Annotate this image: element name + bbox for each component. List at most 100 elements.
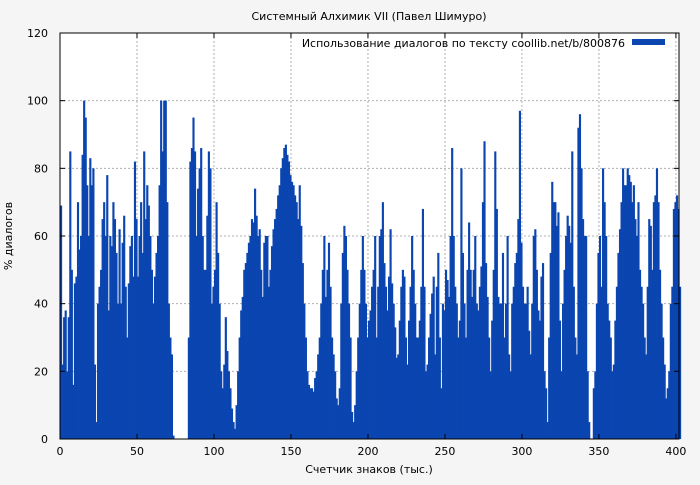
bar xyxy=(449,236,452,439)
bar xyxy=(383,263,386,439)
bar xyxy=(648,219,651,439)
bar xyxy=(474,236,477,439)
bar xyxy=(303,303,306,439)
bar xyxy=(206,215,209,439)
bar xyxy=(284,144,287,439)
x-tick-label: 200 xyxy=(357,445,378,458)
bar xyxy=(351,411,354,439)
bar xyxy=(395,357,398,439)
bar xyxy=(232,422,235,439)
bar xyxy=(192,117,195,439)
bar xyxy=(304,337,307,439)
bar xyxy=(477,310,480,439)
bar xyxy=(334,371,337,439)
bar xyxy=(110,246,113,439)
y-tick-label: 100 xyxy=(27,95,48,108)
bar xyxy=(197,188,200,439)
bar xyxy=(480,266,483,439)
bar xyxy=(229,388,232,439)
bar xyxy=(668,371,671,439)
bar xyxy=(153,276,157,439)
bar xyxy=(497,296,500,439)
bar xyxy=(87,236,90,439)
bar xyxy=(250,219,254,439)
x-tick-label: 250 xyxy=(434,445,455,458)
bar xyxy=(518,110,522,440)
bar xyxy=(317,354,320,439)
bar xyxy=(300,225,303,439)
bar xyxy=(136,276,140,439)
bar xyxy=(146,185,149,439)
bar xyxy=(104,236,107,439)
bar xyxy=(307,384,311,439)
bar xyxy=(263,242,266,439)
bar xyxy=(238,337,241,439)
bar xyxy=(571,151,574,439)
bar xyxy=(189,161,192,440)
bar xyxy=(432,276,435,439)
legend-label: Использование диалогов по тексту coollib… xyxy=(302,37,625,50)
bar xyxy=(326,269,329,439)
x-tick-label: 100 xyxy=(203,445,224,458)
bar xyxy=(603,202,606,439)
chart-title: Системный Алхимик VII (Павел Шимуро) xyxy=(252,10,487,23)
bar xyxy=(312,391,315,439)
bar xyxy=(471,296,474,439)
bar xyxy=(90,185,93,439)
y-tick-label: 0 xyxy=(41,433,48,446)
bar xyxy=(249,236,252,439)
bar xyxy=(434,354,437,439)
bar xyxy=(281,158,284,439)
bar xyxy=(343,225,346,439)
bar xyxy=(500,303,503,439)
bar xyxy=(243,269,246,439)
bar xyxy=(66,371,69,439)
bar xyxy=(283,148,286,440)
bar xyxy=(529,354,532,439)
bar xyxy=(318,337,321,439)
bar xyxy=(230,408,234,439)
bar xyxy=(407,320,411,439)
bar xyxy=(260,269,263,439)
bar xyxy=(531,303,534,439)
bar xyxy=(220,371,223,439)
bar xyxy=(107,310,110,439)
bar xyxy=(113,219,117,439)
bar xyxy=(400,286,403,439)
bar xyxy=(346,269,349,439)
bar xyxy=(577,127,580,439)
bar xyxy=(81,154,84,440)
bar xyxy=(361,236,364,439)
x-axis-label: Счетчик знаков (тыс.) xyxy=(305,463,433,476)
bar xyxy=(406,364,409,439)
bar xyxy=(532,236,535,439)
bar xyxy=(227,371,230,439)
bar xyxy=(394,327,397,439)
bar xyxy=(126,337,129,439)
bar xyxy=(247,242,250,439)
bar xyxy=(163,100,166,440)
x-tick-label: 0 xyxy=(57,445,64,458)
bar xyxy=(172,435,175,439)
bar xyxy=(494,151,497,439)
bar xyxy=(509,371,512,439)
bar xyxy=(521,286,525,439)
bar xyxy=(358,303,361,439)
bar xyxy=(583,236,586,439)
bar xyxy=(201,236,204,439)
bar xyxy=(80,236,83,439)
bar xyxy=(324,296,327,439)
bar xyxy=(109,236,112,439)
bar xyxy=(662,337,665,439)
bar xyxy=(375,337,378,439)
bar xyxy=(96,303,100,439)
bar xyxy=(118,229,121,439)
bar xyxy=(540,276,543,439)
bar xyxy=(169,337,172,439)
bar xyxy=(84,117,87,439)
bar xyxy=(672,208,675,439)
bar xyxy=(147,205,150,439)
bar xyxy=(72,384,75,439)
bar xyxy=(568,225,571,439)
